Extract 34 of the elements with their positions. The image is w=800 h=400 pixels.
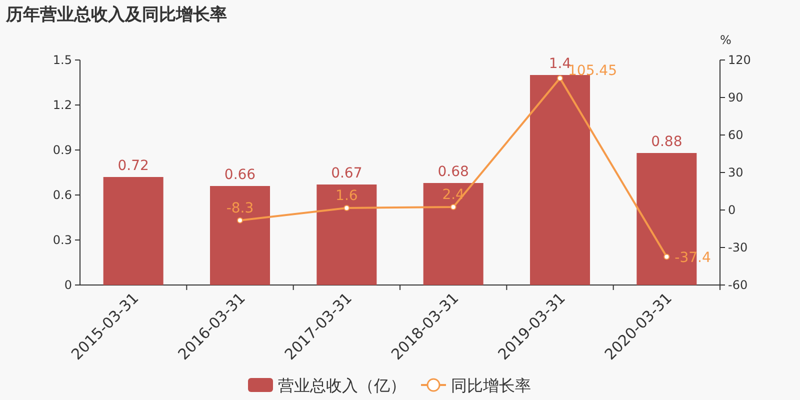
y-tick-label: 0.3 bbox=[52, 233, 72, 247]
bar bbox=[423, 183, 484, 285]
y2-tick-label: -30 bbox=[728, 240, 748, 254]
data-label: 0.68 bbox=[438, 164, 469, 180]
y-tick-label: 0.9 bbox=[52, 143, 72, 157]
y2-tick-label: 60 bbox=[728, 128, 744, 142]
bar bbox=[316, 184, 377, 285]
point bbox=[557, 75, 563, 82]
bar bbox=[530, 75, 590, 285]
data-label: 1.6 bbox=[336, 188, 358, 204]
y2-tick-label: 90 bbox=[728, 90, 744, 104]
point bbox=[237, 217, 243, 224]
y-tick-label: 0 bbox=[64, 278, 72, 292]
legend-label: 同比增长率 bbox=[451, 376, 531, 395]
y2-tick-label: 0 bbox=[728, 203, 736, 217]
bar bbox=[103, 177, 164, 285]
point bbox=[450, 204, 456, 210]
point bbox=[664, 254, 670, 260]
legend-label: 营业总收入（亿） bbox=[278, 376, 406, 395]
data-label: 0.67 bbox=[331, 166, 362, 182]
y2-tick-label: 30 bbox=[728, 166, 744, 180]
y2-axis-title: % bbox=[720, 33, 732, 47]
data-label: 0.66 bbox=[224, 167, 256, 183]
data-label: 0.72 bbox=[118, 158, 149, 174]
y-tick-label: 1.5 bbox=[52, 53, 72, 67]
y-tick-label: 0.6 bbox=[52, 188, 72, 202]
y2-tick-label: 120 bbox=[728, 53, 751, 67]
y-tick-label: 1.2 bbox=[52, 98, 72, 112]
chart-title: 历年营业总收入及同比增长率 bbox=[5, 5, 227, 25]
point bbox=[344, 205, 350, 211]
y2-tick-label: -60 bbox=[728, 278, 748, 292]
bar bbox=[210, 186, 270, 285]
data-label: -8.3 bbox=[226, 200, 254, 216]
data-label: 0.88 bbox=[651, 134, 682, 150]
